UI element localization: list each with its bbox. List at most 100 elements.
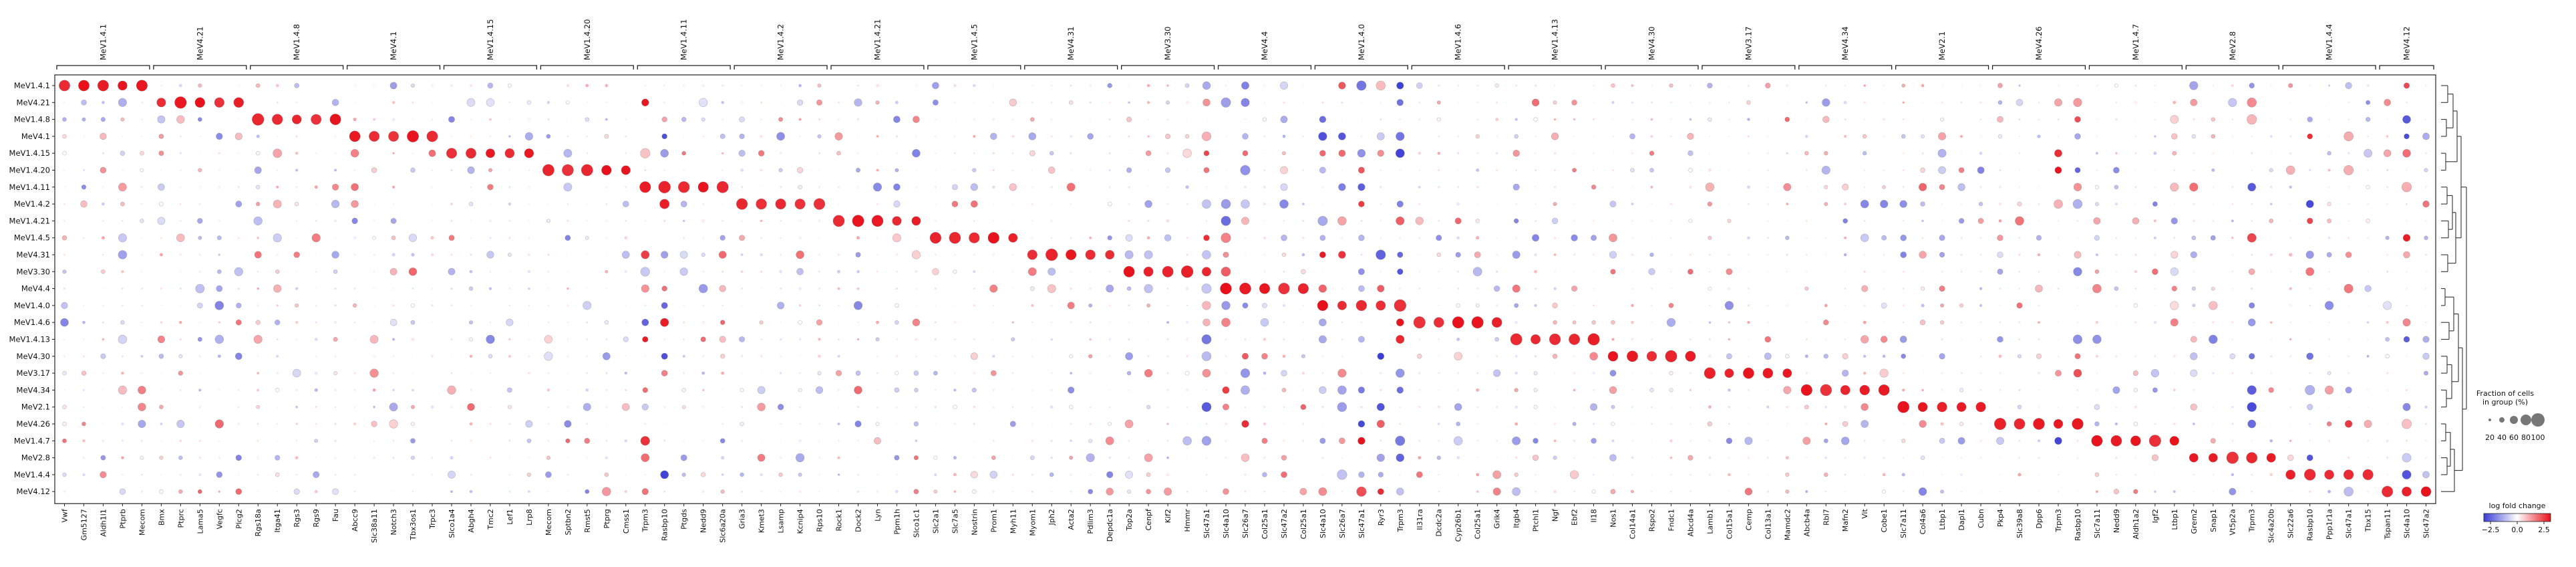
dot-mark — [198, 439, 201, 442]
dot-mark — [1824, 185, 1828, 189]
dot-mark — [1263, 270, 1266, 273]
dot-mark — [255, 320, 261, 325]
dot-mark — [1921, 134, 1925, 138]
dot-mark — [2074, 167, 2081, 173]
dot-mark — [2309, 304, 2311, 307]
dot-mark — [392, 490, 395, 493]
dot-mark — [412, 388, 414, 392]
dot-mark — [1186, 253, 1188, 256]
dot-mark — [2405, 388, 2408, 392]
dot-mark — [1631, 439, 1634, 442]
dot-mark — [2193, 203, 2195, 205]
dot-mark — [1824, 150, 1828, 156]
dot-mark — [794, 199, 806, 210]
dot-mark — [179, 304, 182, 307]
dot-mark — [1302, 388, 1305, 391]
dot-mark — [857, 406, 859, 409]
dot-mark — [1631, 388, 1634, 391]
dot-mark — [1089, 118, 1092, 121]
dot-mark — [1457, 490, 1460, 493]
dot-mark — [1918, 487, 1927, 496]
dot-mark — [140, 253, 143, 256]
dot-mark — [1395, 435, 1406, 446]
dot-mark — [2038, 203, 2040, 205]
dot-mark — [62, 405, 67, 410]
dot-mark — [1031, 203, 1033, 205]
dot-mark — [2095, 354, 2099, 358]
dot-mark — [100, 353, 106, 359]
dot-mark — [605, 456, 609, 459]
dot-mark — [488, 168, 493, 173]
dot-mark — [2348, 219, 2350, 222]
dot-mark — [1728, 287, 1731, 290]
dot-mark — [605, 101, 608, 104]
dot-mark — [1901, 439, 1906, 443]
dot-mark — [1689, 203, 1692, 205]
row-label: MeV1.4.11 — [9, 183, 50, 192]
dot-mark — [2309, 338, 2311, 340]
dot-mark — [2348, 406, 2350, 408]
dot-mark — [973, 101, 975, 104]
dot-mark — [450, 168, 453, 172]
dot-mark — [1708, 117, 1712, 122]
dot-mark — [1979, 473, 1982, 476]
gene-label: Ryr3 — [1377, 509, 1386, 526]
dot-mark — [353, 439, 356, 443]
dot-mark — [699, 98, 708, 107]
dot-mark — [992, 304, 995, 307]
dot-mark — [644, 84, 647, 87]
dot-mark — [234, 352, 243, 360]
dot-mark — [1067, 302, 1075, 310]
dot-mark — [624, 372, 627, 375]
dot-mark — [179, 152, 182, 154]
dot-mark — [2173, 84, 2176, 87]
dot-mark — [353, 355, 356, 358]
dot-mark — [334, 473, 337, 476]
dot-mark — [273, 148, 283, 158]
dot-mark — [2212, 355, 2215, 358]
group-bracket — [2379, 65, 2434, 70]
dot-mark — [1031, 355, 1033, 358]
dot-mark — [563, 183, 573, 192]
dot-mark — [273, 233, 282, 243]
dot-mark — [2305, 384, 2315, 395]
dot-mark — [547, 84, 550, 87]
dot-mark — [1454, 217, 1462, 225]
dot-mark — [1358, 471, 1365, 478]
dot-mark — [721, 270, 724, 273]
dot-mark — [1070, 372, 1072, 374]
dot-mark — [1203, 167, 1210, 173]
dot-mark — [779, 490, 782, 493]
dot-mark — [83, 152, 85, 154]
dot-mark — [1514, 303, 1519, 308]
dot-mark — [895, 355, 899, 358]
group-label: MeV1.4.1 — [98, 24, 108, 60]
row-label: MeV1.4.0 — [14, 301, 50, 310]
dot-mark — [1205, 389, 1208, 391]
dot-mark — [716, 181, 729, 193]
dot-mark — [1979, 271, 1982, 273]
dot-mark — [2289, 490, 2292, 493]
dot-mark — [1301, 203, 1305, 206]
gene-label: Kif2 — [1164, 509, 1172, 523]
dot-mark — [1145, 150, 1152, 156]
dot-mark — [2018, 186, 2021, 189]
dot-mark — [1263, 456, 1266, 459]
dot-mark — [2366, 304, 2370, 308]
dot-mark — [1553, 100, 1557, 105]
dot-mark — [1844, 270, 1846, 273]
dot-mark — [913, 455, 919, 461]
dot-mark — [876, 320, 879, 324]
dot-mark — [1708, 338, 1712, 341]
gene-label: Notch3 — [389, 509, 398, 535]
dot-mark — [1089, 203, 1092, 205]
dot-mark — [392, 304, 395, 307]
dot-mark — [1418, 101, 1421, 104]
dot-mark — [780, 423, 782, 425]
dot-mark — [895, 439, 899, 442]
dot-mark — [508, 270, 511, 273]
dot-mark — [178, 84, 182, 88]
dot-mark — [1360, 118, 1363, 121]
dot-mark — [198, 135, 201, 138]
dot-mark — [1070, 84, 1072, 87]
